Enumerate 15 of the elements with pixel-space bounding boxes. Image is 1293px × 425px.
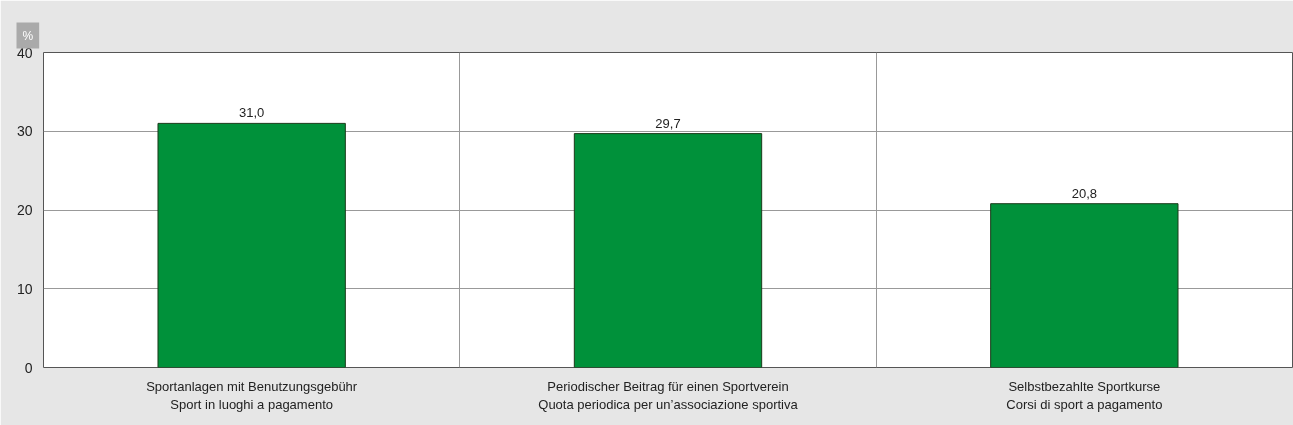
data-label: 29,7	[655, 115, 681, 131]
y-axis-title: %	[22, 28, 34, 43]
x-tick-label: Selbstbezahlte Sportkurse Corsi di sport a pagamento	[1006, 378, 1163, 412]
y-tick-label: 40	[16, 44, 33, 61]
y-tick-label: 0	[24, 359, 33, 376]
y-tick-label: 20	[16, 202, 33, 218]
data-label: 31,0	[239, 105, 265, 121]
bar	[990, 203, 1179, 368]
x-tick-label: Sportanlagen mit Benutzungsgebühr Sport in luoghi a pagamento	[146, 378, 358, 412]
y-tick-label: 30	[16, 123, 33, 140]
data-label: 20,8	[1071, 185, 1097, 201]
bar	[573, 133, 763, 368]
x-tick-label: Periodischer Beitrag für einen Sportverein Quota periodica per un’associazione sportiva	[538, 378, 799, 412]
y-tick-label: 10	[16, 280, 33, 297]
bar	[157, 122, 346, 368]
